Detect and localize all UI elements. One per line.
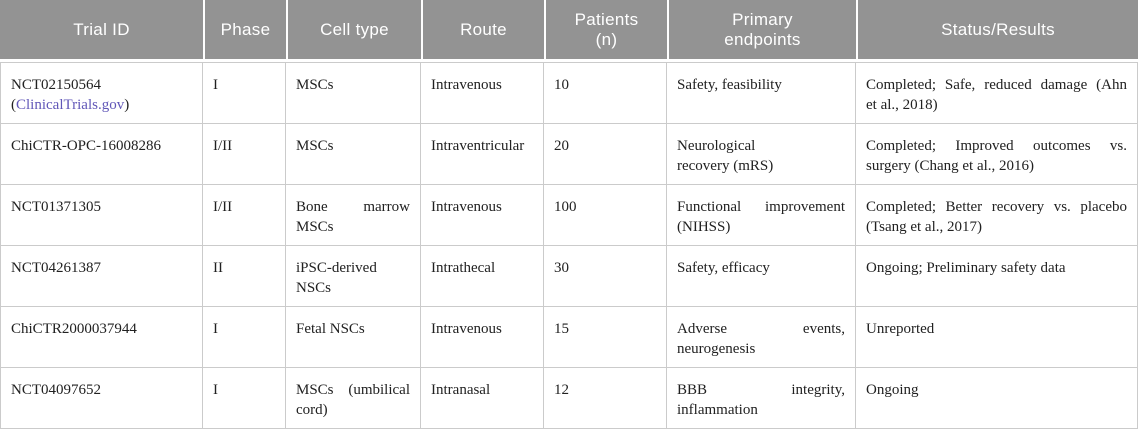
cell-cell_type: iPSC-derived NSCs	[286, 246, 421, 307]
cell-patients: 100	[544, 185, 667, 246]
column-header-phase: Phase	[203, 0, 286, 62]
cell-endpoints: Adverse events, neurogenesis	[667, 307, 856, 368]
cell-trial_id: NCT02150564 (ClinicalTrials.gov)	[0, 62, 203, 124]
table-header: Trial ID Phase Cell type Route Patients (n) Pr…	[0, 0, 1138, 62]
cell-cell_type: Bone marrow MSCs	[286, 185, 421, 246]
cell-cell_type: Fetal NSCs	[286, 307, 421, 368]
table-body: NCT02150564 (ClinicalTrials.gov) I MSCs Intr…	[0, 62, 1138, 429]
cell-status: Ongoing; Preliminary safety data	[856, 246, 1138, 307]
table-row: NCT02150564 (ClinicalTrials.gov) I MSCs Intr…	[0, 62, 1138, 124]
column-header-trial_id: Trial ID	[0, 0, 203, 62]
column-header-patients: Patients (n)	[544, 0, 667, 62]
cell-cell_type: MSCs	[286, 124, 421, 185]
cell-endpoints: Functional improvement (NIHSS)	[667, 185, 856, 246]
cell-route: Intravenous	[421, 185, 544, 246]
cell-patients: 15	[544, 307, 667, 368]
cell-route: Intravenous	[421, 307, 544, 368]
clinicaltrials-link[interactable]: ClinicalTrials.gov	[16, 97, 125, 113]
cell-phase: I/II	[203, 185, 286, 246]
cell-patients: 30	[544, 246, 667, 307]
cell-endpoints: Safety, efficacy	[667, 246, 856, 307]
cell-endpoints: BBB integrity, inflammation	[667, 368, 856, 429]
cell-patients: 20	[544, 124, 667, 185]
cell-route: Intraventricular	[421, 124, 544, 185]
cell-phase: I	[203, 368, 286, 429]
cell-phase: I/II	[203, 124, 286, 185]
cell-endpoints: Neurological recovery (mRS)	[667, 124, 856, 185]
cell-status: Completed; Better recovery vs. placebo (T…	[856, 185, 1138, 246]
column-header-route: Route	[421, 0, 544, 62]
cell-status: Completed; Safe, reduced damage (Ahn et a…	[856, 62, 1138, 124]
cell-status: Ongoing	[856, 368, 1138, 429]
cell-cell_type: MSCs (umbilical cord)	[286, 368, 421, 429]
cell-route: Intravenous	[421, 62, 544, 124]
column-header-cell_type: Cell type	[286, 0, 421, 62]
cell-cell_type: MSCs	[286, 62, 421, 124]
cell-trial_id: ChiCTR2000037944	[0, 307, 203, 368]
cell-phase: II	[203, 246, 286, 307]
column-header-status: Status/Results	[856, 0, 1138, 62]
cell-status: Unreported	[856, 307, 1138, 368]
table-row: ChiCTR2000037944 I Fetal NSCs Intravenous 15…	[0, 307, 1138, 368]
table-row: ChiCTR-OPC-16008286 I/II MSCs Intraventricu…	[0, 124, 1138, 185]
cell-patients: 12	[544, 368, 667, 429]
table-row: NCT01371305 I/II Bone marrow MSCs Intravenou…	[0, 185, 1138, 246]
cell-trial_id: NCT04261387	[0, 246, 203, 307]
cell-status: Completed; Improved outcomes vs. surgery …	[856, 124, 1138, 185]
cell-patients: 10	[544, 62, 667, 124]
table-row: NCT04097652 I MSCs (umbilical cord) Intranas…	[0, 368, 1138, 429]
cell-route: Intrathecal	[421, 246, 544, 307]
cell-trial_id: NCT04097652	[0, 368, 203, 429]
cell-phase: I	[203, 62, 286, 124]
cell-endpoints: Safety, feasibility	[667, 62, 856, 124]
cell-trial_id: ChiCTR-OPC-16008286	[0, 124, 203, 185]
column-header-endpoints: Primary endpoints	[667, 0, 856, 62]
cell-phase: I	[203, 307, 286, 368]
table-row: NCT04261387 II iPSC-derived NSCs Intrathecal…	[0, 246, 1138, 307]
cell-route: Intranasal	[421, 368, 544, 429]
cell-trial_id: NCT01371305	[0, 185, 203, 246]
header-row: Trial ID Phase Cell type Route Patients (n) Pr…	[0, 0, 1138, 62]
